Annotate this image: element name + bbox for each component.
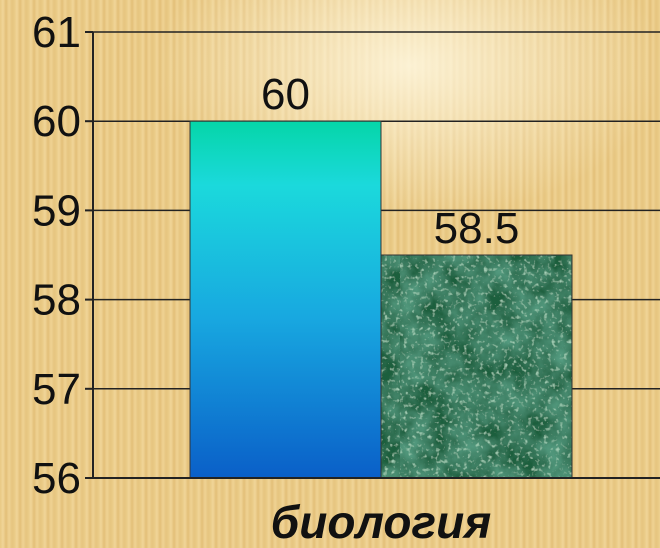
y-tick-label: 61	[32, 8, 81, 57]
bars	[189, 120, 573, 479]
data-label-2: 58.5	[434, 204, 520, 253]
bar-series-2	[380, 254, 573, 479]
y-tick-label: 59	[32, 186, 81, 235]
data-label-1: 60	[261, 70, 310, 119]
y-tick-label: 60	[32, 97, 81, 146]
y-tick-label: 57	[32, 365, 81, 414]
x-category-label: биология	[271, 496, 492, 548]
y-tick-label: 58	[32, 276, 81, 325]
y-tick-label: 56	[32, 454, 81, 503]
y-axis-ticks: 56 57 58 59 60 61	[32, 8, 93, 503]
data-labels: 60 58.5	[261, 70, 519, 253]
bar-series-1	[189, 120, 382, 479]
